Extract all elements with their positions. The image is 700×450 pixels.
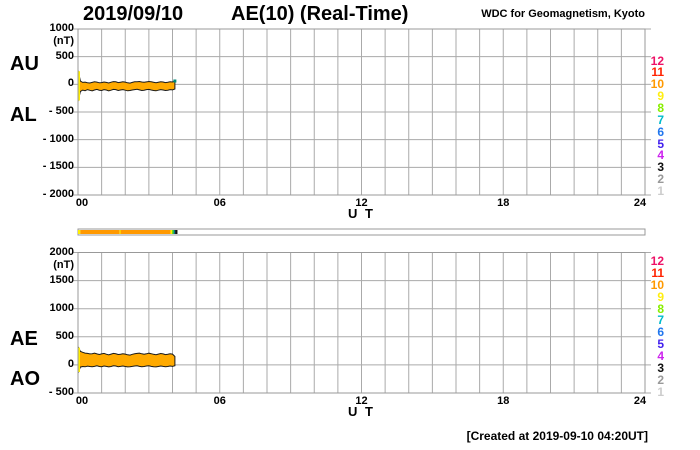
y-tick-label: - 1000: [42, 132, 74, 145]
x-axis-title: U T: [348, 206, 375, 221]
station-count-12: 12: [650, 254, 664, 268]
source-credit: WDC for Geomagnetism, Kyoto: [481, 8, 645, 20]
page-title: AE(10) (Real-Time): [231, 3, 409, 25]
x-tick-label: 24: [633, 197, 647, 209]
station-count-1: 1: [657, 183, 664, 198]
y-tick-label: 1500: [49, 273, 74, 286]
station-count-9: 9: [657, 289, 664, 304]
coverage-segment: [172, 230, 174, 234]
coverage-segment: [170, 230, 173, 234]
plot-date: 2019/09/10: [83, 3, 184, 25]
plot-frame: [77, 28, 646, 196]
axis-unit-label: (nT): [53, 258, 74, 271]
station-count-7: 7: [657, 112, 664, 127]
coverage-segment: [80, 230, 120, 234]
station-count-7: 7: [657, 313, 664, 328]
x-tick-label: 24: [633, 395, 647, 407]
y-tick-label: 500: [55, 329, 74, 342]
coverage-segment: [119, 230, 121, 234]
panel-label-ao: AO: [10, 368, 40, 390]
y-tick-label: 0: [67, 357, 74, 370]
station-count-11: 11: [651, 65, 664, 80]
x-tick-label: 18: [497, 197, 510, 209]
station-count-4: 4: [657, 148, 664, 163]
station-count-8: 8: [657, 100, 664, 115]
station-count-9: 9: [657, 89, 664, 104]
station-count-10: 10: [650, 277, 664, 292]
coverage-segment: [78, 230, 81, 234]
x-tick-label: 06: [213, 395, 226, 407]
y-tick-label: 2000: [49, 245, 74, 258]
x-tick-label: 06: [213, 197, 226, 209]
station-count-6: 6: [657, 325, 664, 340]
station-count-3: 3: [657, 160, 664, 175]
axis-unit-label: (nT): [53, 35, 74, 47]
station-count-10: 10: [650, 77, 664, 92]
coverage-segment: [173, 230, 176, 234]
coverage-segment: [175, 230, 178, 234]
panel-label-au: AU: [10, 53, 39, 75]
station-count-6: 6: [657, 124, 664, 139]
station-count-2: 2: [657, 372, 664, 387]
plot-frame: [77, 252, 646, 394]
y-tick-label: - 2000: [42, 188, 74, 200]
station-count-2: 2: [657, 172, 664, 187]
station-count-8: 8: [657, 301, 664, 316]
y-tick-label: 500: [55, 49, 74, 62]
y-tick-label: 1000: [49, 22, 74, 34]
x-tick-label: 18: [497, 395, 510, 407]
station-count-4: 4: [657, 349, 664, 364]
x-tick-label: 00: [75, 395, 89, 407]
y-tick-label: 0: [67, 77, 74, 90]
y-tick-label: - 500: [48, 105, 74, 117]
coverage-segment: [120, 230, 171, 234]
station-count-1: 1: [657, 384, 664, 399]
panel-label-ae: AE: [10, 328, 38, 350]
station-count-11: 11: [651, 265, 664, 280]
station-count-5: 5: [657, 136, 664, 151]
latest-value-marker: [173, 79, 177, 83]
x-tick-label: 12: [355, 197, 368, 209]
station-count-12: 12: [650, 53, 664, 68]
station-count-5: 5: [657, 337, 664, 352]
station-count-3: 3: [657, 360, 664, 375]
panel-label-al: AL: [10, 104, 37, 126]
created-note: [Created at 2019-09-10 04:20UT]: [466, 429, 648, 443]
y-tick-label: 1000: [49, 301, 74, 314]
series-band-au-al: [77, 70, 176, 102]
y-tick-label: - 500: [48, 386, 74, 398]
y-tick-label: - 1500: [42, 160, 74, 173]
series-band-ae-ao: [77, 346, 176, 374]
x-tick-label: 12: [355, 395, 368, 407]
x-axis-title: U T: [348, 404, 375, 419]
x-tick-label: 00: [75, 197, 89, 209]
